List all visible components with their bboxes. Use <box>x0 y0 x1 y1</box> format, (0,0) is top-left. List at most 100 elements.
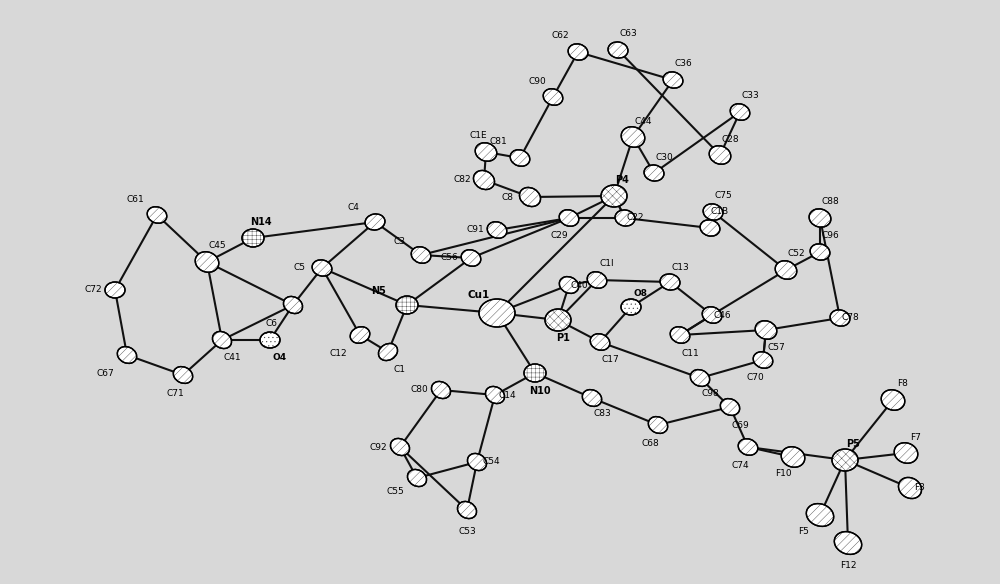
Ellipse shape <box>519 187 541 207</box>
Ellipse shape <box>510 150 530 166</box>
Text: C67: C67 <box>96 369 114 377</box>
Text: C33: C33 <box>741 92 759 100</box>
Text: C6: C6 <box>265 318 277 328</box>
Text: C69: C69 <box>731 420 749 429</box>
Ellipse shape <box>738 439 758 456</box>
Ellipse shape <box>809 209 831 227</box>
Text: C90: C90 <box>528 77 546 85</box>
Text: C57: C57 <box>767 343 785 353</box>
Text: O4: O4 <box>273 353 287 363</box>
Text: C68: C68 <box>641 439 659 447</box>
Ellipse shape <box>365 214 385 230</box>
Ellipse shape <box>396 296 418 314</box>
Ellipse shape <box>720 399 740 415</box>
Text: C36: C36 <box>674 60 692 68</box>
Ellipse shape <box>898 478 922 499</box>
Text: C63: C63 <box>619 30 637 39</box>
Text: C71: C71 <box>166 388 184 398</box>
Text: Cu1: Cu1 <box>468 290 490 300</box>
Ellipse shape <box>407 470 427 486</box>
Ellipse shape <box>543 89 563 105</box>
Text: F12: F12 <box>840 561 856 569</box>
Text: N14: N14 <box>250 217 272 227</box>
Text: C56: C56 <box>440 253 458 262</box>
Text: C52: C52 <box>787 249 805 259</box>
Text: C12: C12 <box>329 349 347 357</box>
Ellipse shape <box>195 252 219 272</box>
Text: C11: C11 <box>681 349 699 357</box>
Ellipse shape <box>473 171 495 190</box>
Text: C78: C78 <box>841 314 859 322</box>
Ellipse shape <box>587 272 607 288</box>
Ellipse shape <box>467 453 487 471</box>
Ellipse shape <box>660 274 680 290</box>
Text: P1: P1 <box>556 333 570 343</box>
Text: C14: C14 <box>498 391 516 399</box>
Text: C30: C30 <box>655 152 673 162</box>
Ellipse shape <box>545 309 571 331</box>
Ellipse shape <box>475 142 497 161</box>
Ellipse shape <box>524 364 546 382</box>
Ellipse shape <box>615 210 635 226</box>
Text: P4: P4 <box>615 175 629 185</box>
Text: C8: C8 <box>502 193 514 201</box>
Text: C82: C82 <box>453 176 471 185</box>
Text: C62: C62 <box>551 32 569 40</box>
Ellipse shape <box>832 449 858 471</box>
Text: O8: O8 <box>634 288 648 297</box>
Text: F10: F10 <box>775 468 791 478</box>
Ellipse shape <box>117 347 137 363</box>
Text: C70: C70 <box>746 374 764 383</box>
Ellipse shape <box>457 502 477 519</box>
Text: C29: C29 <box>550 231 568 241</box>
Ellipse shape <box>431 381 451 398</box>
Text: F7: F7 <box>911 433 921 442</box>
Ellipse shape <box>621 127 645 147</box>
Text: C74: C74 <box>731 461 749 470</box>
Ellipse shape <box>834 531 862 554</box>
Text: C13: C13 <box>671 263 689 273</box>
Ellipse shape <box>810 244 830 260</box>
Ellipse shape <box>590 333 610 350</box>
Text: C40: C40 <box>570 280 588 290</box>
Text: C91: C91 <box>466 225 484 235</box>
Ellipse shape <box>390 439 410 456</box>
Text: C17: C17 <box>601 356 619 364</box>
Text: N10: N10 <box>529 386 551 396</box>
Ellipse shape <box>350 326 370 343</box>
Text: C72: C72 <box>84 286 102 294</box>
Ellipse shape <box>781 447 805 467</box>
Ellipse shape <box>690 370 710 387</box>
Ellipse shape <box>411 247 431 263</box>
Text: C75: C75 <box>714 192 732 200</box>
Ellipse shape <box>703 204 723 220</box>
Ellipse shape <box>485 387 505 404</box>
Text: C61: C61 <box>126 194 144 203</box>
Ellipse shape <box>709 146 731 164</box>
Ellipse shape <box>479 299 515 327</box>
Text: C81: C81 <box>489 137 507 147</box>
Ellipse shape <box>644 165 664 181</box>
Text: F5: F5 <box>799 527 809 536</box>
Text: C28: C28 <box>721 134 739 144</box>
Text: C80: C80 <box>410 385 428 395</box>
Ellipse shape <box>212 332 232 349</box>
Ellipse shape <box>487 222 507 238</box>
Ellipse shape <box>582 390 602 406</box>
Ellipse shape <box>700 220 720 236</box>
Ellipse shape <box>621 299 641 315</box>
Text: C54: C54 <box>482 457 500 467</box>
Text: C45: C45 <box>208 242 226 251</box>
Ellipse shape <box>702 307 722 324</box>
Text: C1B: C1B <box>711 207 729 217</box>
Ellipse shape <box>568 44 588 60</box>
Ellipse shape <box>894 443 918 463</box>
Ellipse shape <box>461 250 481 266</box>
Text: C1I: C1I <box>600 259 614 269</box>
Text: C53: C53 <box>458 527 476 537</box>
Text: C1E: C1E <box>469 131 487 141</box>
Ellipse shape <box>312 260 332 276</box>
Ellipse shape <box>559 277 579 293</box>
Ellipse shape <box>775 260 797 279</box>
Ellipse shape <box>608 42 628 58</box>
